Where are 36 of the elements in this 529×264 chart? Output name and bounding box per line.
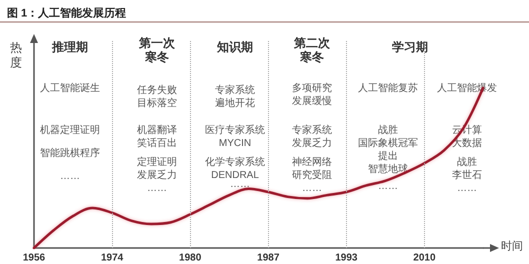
x-tick-label: 1987	[257, 252, 280, 264]
annotation: 机器翻译笑话百出	[137, 124, 177, 149]
annotation: ……	[378, 181, 398, 192]
annotation: 医疗专家系统MYCIN	[205, 124, 265, 149]
annotation: ……	[302, 183, 322, 194]
annotation: 机器定理证明	[40, 124, 100, 136]
text: 推理期	[51, 40, 88, 54]
x-tick-label: 1993	[335, 252, 358, 264]
annotation: 人工智能复苏	[358, 82, 418, 94]
chart-title: 图 1：人工智能发展历程	[7, 6, 126, 20]
annotation: 多项研究发展缓慢	[292, 82, 332, 107]
text: 第一次寒冬	[138, 36, 176, 64]
annotation: 任务失败目标落空	[136, 84, 177, 109]
annotation: 定理证明发展乏力	[137, 156, 177, 181]
x-tick-label: 1980	[179, 252, 202, 264]
annotation: ……	[60, 171, 80, 182]
annotation: 专家系统遍地开花	[215, 84, 255, 109]
annotation: 提出智慧地球	[368, 150, 408, 175]
annotation: ……	[457, 183, 477, 194]
x-axis-title: 时间	[501, 240, 523, 252]
annotation: 战胜李世石	[452, 156, 482, 181]
annotation: 人工智能诞生	[40, 82, 100, 94]
annotation: 战胜国际象棋冠军	[358, 124, 418, 149]
text: 学习期	[392, 40, 428, 54]
annotation: 智能跳棋程序	[40, 147, 100, 159]
annotation: 化学专家系统DENDRAL	[205, 156, 265, 181]
annotation: 神经网络研究受阻	[292, 156, 332, 181]
x-tick-label: 2010	[413, 252, 436, 264]
annotation: ……	[147, 183, 167, 194]
text: 知识期	[216, 40, 253, 54]
x-tick-label: 1974	[100, 252, 124, 264]
annotation: 专家系统发展乏力	[292, 124, 332, 149]
annotation: ……	[230, 179, 250, 190]
x-tick-label: 1956	[22, 252, 46, 264]
y-axis-title: 热度	[10, 40, 22, 70]
text: 第二次寒冬	[293, 36, 331, 64]
